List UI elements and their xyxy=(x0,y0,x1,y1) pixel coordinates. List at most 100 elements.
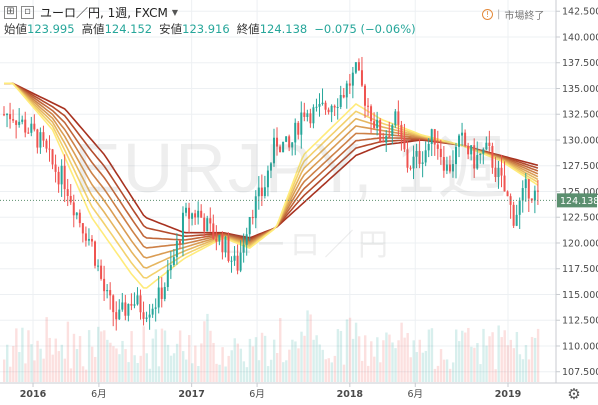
volume-bar xyxy=(36,340,39,382)
volume-bar xyxy=(157,366,161,382)
candle-body xyxy=(94,241,97,266)
volume-bar xyxy=(357,336,361,382)
volume-bar xyxy=(409,357,412,382)
close-value: 124.138 xyxy=(259,22,308,36)
volume-bar xyxy=(336,329,340,382)
collapse-icon[interactable]: ▫ xyxy=(21,5,34,19)
candle-body xyxy=(33,123,36,130)
volume-bar xyxy=(348,317,352,382)
volume-bar xyxy=(148,368,152,382)
gear-icon[interactable]: ⚙ xyxy=(567,385,581,403)
volume-bar xyxy=(263,335,267,382)
candle-body xyxy=(530,198,533,201)
candle-body xyxy=(527,179,530,199)
y-tick-label: 130.000 xyxy=(562,135,598,146)
candle-body xyxy=(524,179,527,189)
volume-bar xyxy=(403,337,406,382)
volume-bar xyxy=(57,351,61,382)
volume-bar xyxy=(285,360,288,382)
candle-body xyxy=(351,72,354,86)
candle-body xyxy=(103,278,106,292)
candle-body xyxy=(90,238,93,242)
volume-bar xyxy=(530,336,534,382)
volume-bar xyxy=(533,337,537,382)
candle-body xyxy=(133,304,136,306)
volume-bar xyxy=(48,337,51,382)
volume-bar xyxy=(191,363,194,382)
volume-bar xyxy=(297,348,300,382)
volume-bar xyxy=(276,352,279,382)
volume-bar xyxy=(90,346,94,382)
volume-bar xyxy=(160,328,164,382)
volume-bar xyxy=(272,339,276,382)
candle-body xyxy=(263,187,266,197)
volume-bar xyxy=(454,329,458,382)
candle-body xyxy=(24,119,27,133)
volume-bar xyxy=(327,358,330,382)
volume-bar xyxy=(324,359,327,382)
y-tick-label: 115.000 xyxy=(562,290,598,301)
candle-body xyxy=(360,70,363,86)
chevron-down-icon[interactable]: ▼ xyxy=(171,7,179,17)
volume-bar xyxy=(433,368,437,382)
candle-body xyxy=(312,107,315,124)
clock-icon: ! xyxy=(482,9,493,20)
candle-body xyxy=(458,135,461,147)
volume-bar xyxy=(445,359,449,382)
volume-bar xyxy=(503,330,506,382)
candle-body xyxy=(367,105,370,107)
volume-bar xyxy=(309,314,312,382)
volume-bar xyxy=(397,340,400,382)
candle-body xyxy=(206,218,209,232)
volume-bar xyxy=(209,330,212,382)
market-status[interactable]: ! | 市場終了 xyxy=(482,7,544,22)
candle-body xyxy=(448,164,451,172)
candle-body xyxy=(485,142,488,150)
candle-body xyxy=(242,244,245,253)
candle-body xyxy=(321,102,324,104)
candle-body xyxy=(148,314,151,318)
volume-bar xyxy=(266,366,270,382)
candle-body xyxy=(442,157,445,171)
symbol-title[interactable]: ユーロ／円, 1週, FXCM xyxy=(40,5,168,20)
status-separator: | xyxy=(497,9,501,20)
candle-body xyxy=(397,111,400,125)
candle-body xyxy=(136,295,139,305)
y-tick-label: 140.000 xyxy=(562,32,598,43)
volume-bar xyxy=(470,346,473,382)
volume-bar xyxy=(69,368,73,382)
volume-bar xyxy=(66,321,70,382)
candle-body xyxy=(269,163,272,171)
volume-bar xyxy=(45,317,48,382)
volume-bar xyxy=(351,338,355,382)
volume-bar xyxy=(300,331,303,382)
volume-bar xyxy=(339,330,343,382)
volume-bar xyxy=(3,359,6,382)
volume-bar xyxy=(260,332,264,382)
candle-body xyxy=(154,307,157,309)
candle-body xyxy=(382,141,385,143)
volume-bar xyxy=(461,330,464,382)
candle-body xyxy=(373,121,376,128)
change-value: −0.075 (−0.06%) xyxy=(314,22,416,36)
candle-body xyxy=(276,137,279,147)
candle-body xyxy=(424,150,427,163)
candle-body xyxy=(57,171,60,185)
candle-body xyxy=(36,129,39,148)
volume-bar xyxy=(509,339,513,382)
candle-body xyxy=(330,105,333,113)
candle-body xyxy=(84,233,87,241)
toggle-legend-icon[interactable]: ⊞ xyxy=(4,5,17,19)
candle-body xyxy=(227,237,230,261)
candle-body xyxy=(403,137,406,150)
volume-bar xyxy=(54,338,57,382)
candle-body xyxy=(476,155,479,169)
volume-bar xyxy=(106,339,109,382)
volume-bar xyxy=(479,364,482,382)
volume-bar xyxy=(527,359,531,382)
volume-bar xyxy=(391,342,394,382)
candle-body xyxy=(515,214,518,226)
volume-bar xyxy=(373,356,376,382)
